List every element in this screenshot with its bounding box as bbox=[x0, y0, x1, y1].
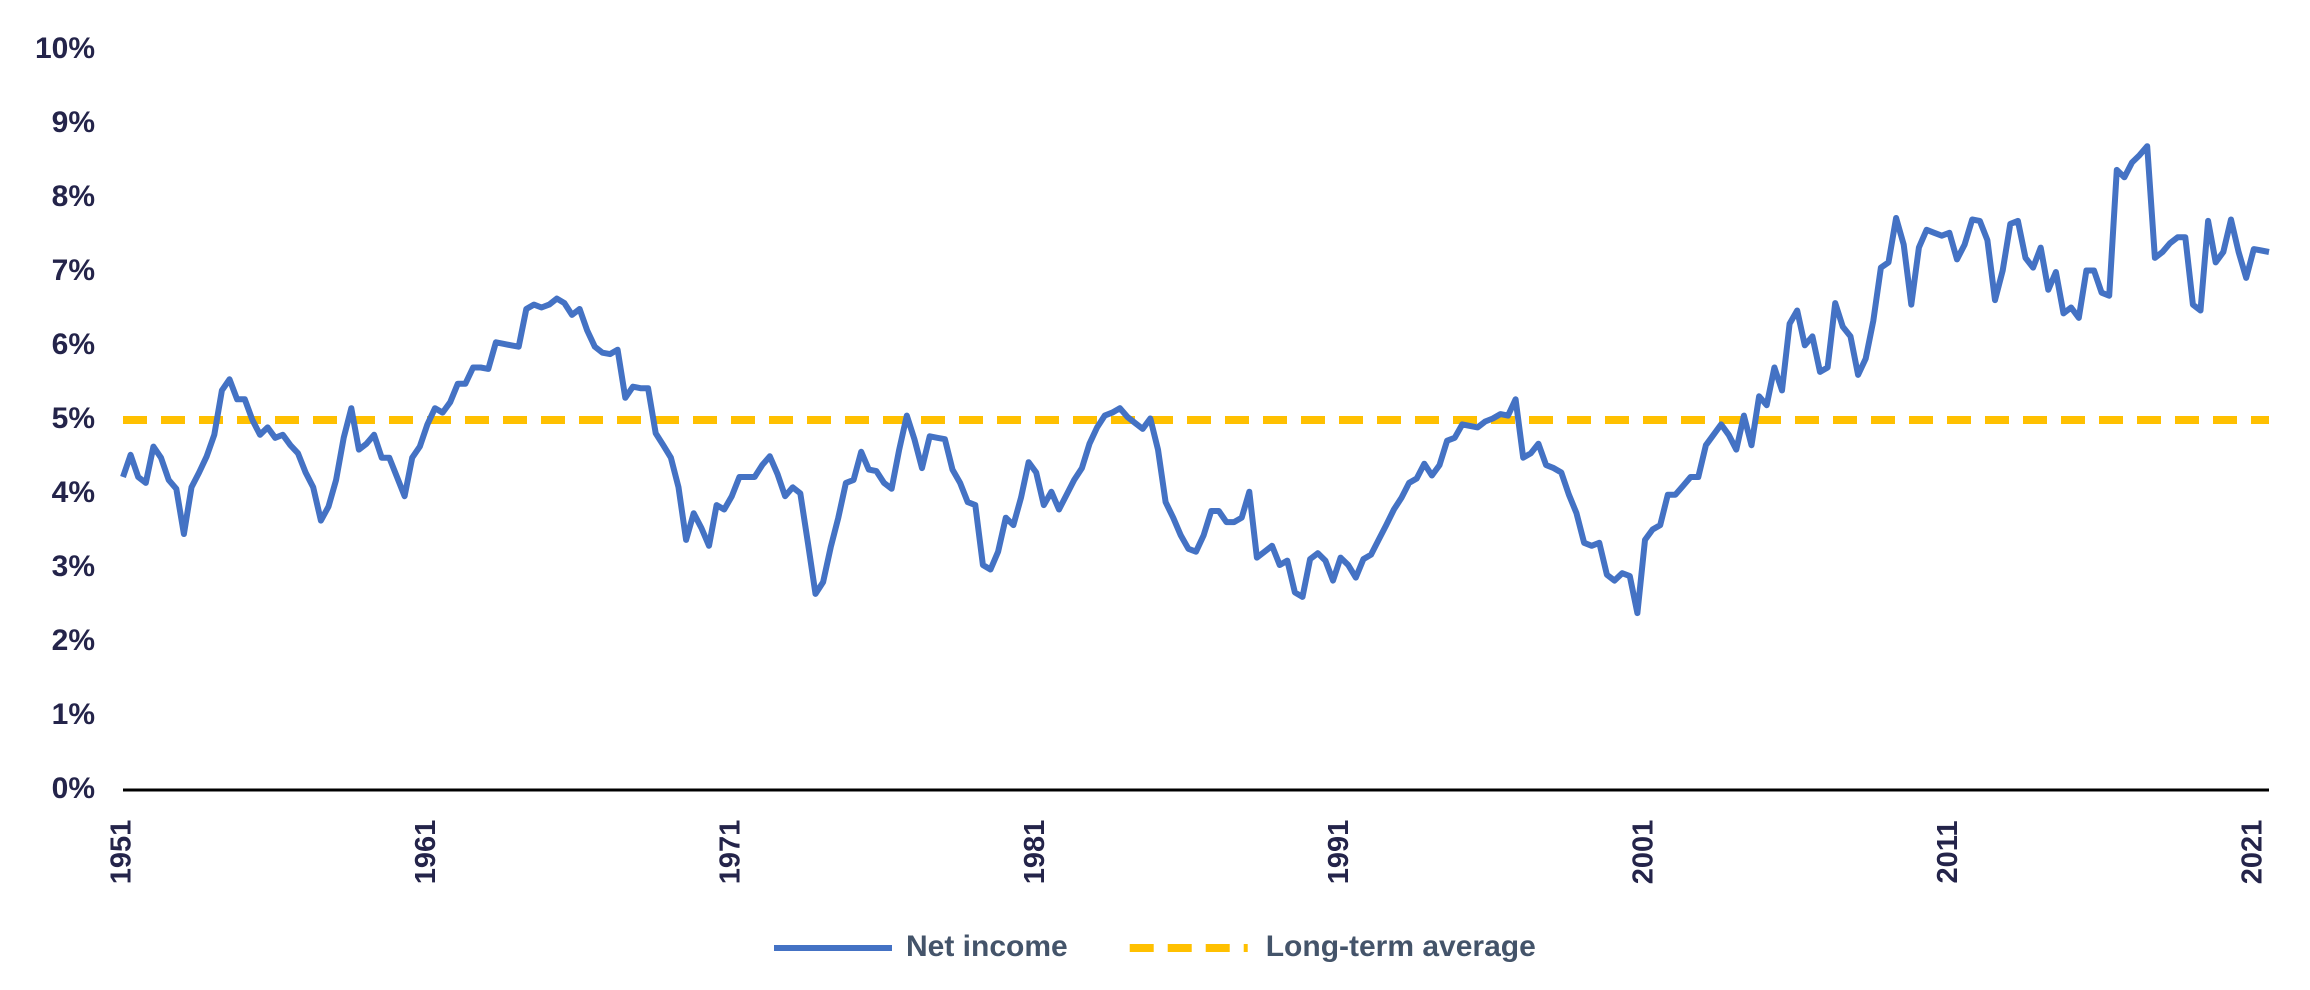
y-tick-label: 10% bbox=[35, 32, 95, 65]
line-series bbox=[120, 143, 2270, 617]
y-tick-label: 8% bbox=[52, 180, 95, 213]
y-tick-label: 5% bbox=[52, 402, 95, 435]
legend-label: Long-term average bbox=[1266, 930, 1536, 963]
y-tick-label: 9% bbox=[52, 106, 95, 139]
x-tick-label: 1961 bbox=[410, 820, 442, 885]
x-tick-label: 1991 bbox=[1323, 820, 1355, 885]
y-tick-label: 7% bbox=[52, 254, 95, 287]
y-tick-label: 6% bbox=[52, 328, 95, 361]
y-tick-label: 1% bbox=[52, 698, 95, 731]
y-tick-label: 3% bbox=[52, 550, 95, 583]
y-tick-label: 4% bbox=[52, 476, 95, 509]
x-tick-label: 2001 bbox=[1628, 820, 1660, 885]
y-tick-label: 2% bbox=[52, 624, 95, 657]
x-tick-label: 1971 bbox=[714, 820, 746, 885]
x-tick-label: 1951 bbox=[106, 820, 138, 885]
legend-label: Net income bbox=[906, 930, 1068, 963]
x-tick-label: 1981 bbox=[1019, 820, 1051, 885]
x-tick-label: 2021 bbox=[2236, 820, 2268, 885]
y-tick-label: 0% bbox=[52, 772, 95, 805]
x-tick-label: 2011 bbox=[1932, 821, 1964, 884]
